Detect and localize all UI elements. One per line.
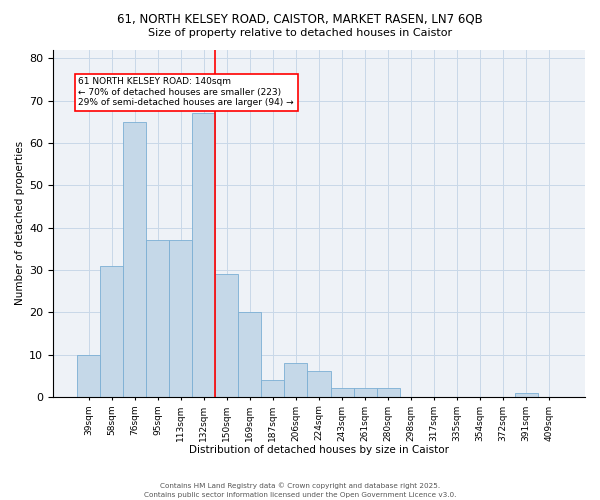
- Bar: [353, 388, 377, 397]
- Bar: [77, 354, 100, 397]
- X-axis label: Distribution of detached houses by size in Caistor: Distribution of detached houses by size …: [189, 445, 449, 455]
- Text: Contains HM Land Registry data © Crown copyright and database right 2025.: Contains HM Land Registry data © Crown c…: [160, 482, 440, 489]
- Bar: [215, 274, 238, 397]
- Text: Contains public sector information licensed under the Open Government Licence v3: Contains public sector information licen…: [144, 492, 456, 498]
- Text: 61 NORTH KELSEY ROAD: 140sqm
← 70% of detached houses are smaller (223)
29% of s: 61 NORTH KELSEY ROAD: 140sqm ← 70% of de…: [79, 78, 294, 108]
- Bar: [123, 122, 146, 397]
- Bar: [377, 388, 400, 397]
- Bar: [100, 266, 123, 397]
- Bar: [238, 312, 262, 397]
- Bar: [193, 114, 215, 397]
- Text: 61, NORTH KELSEY ROAD, CAISTOR, MARKET RASEN, LN7 6QB: 61, NORTH KELSEY ROAD, CAISTOR, MARKET R…: [117, 12, 483, 26]
- Y-axis label: Number of detached properties: Number of detached properties: [15, 142, 25, 306]
- Bar: [515, 392, 538, 397]
- Bar: [307, 372, 331, 397]
- Bar: [331, 388, 353, 397]
- Bar: [146, 240, 169, 397]
- Bar: [284, 363, 307, 397]
- Text: Size of property relative to detached houses in Caistor: Size of property relative to detached ho…: [148, 28, 452, 38]
- Bar: [262, 380, 284, 397]
- Bar: [169, 240, 193, 397]
